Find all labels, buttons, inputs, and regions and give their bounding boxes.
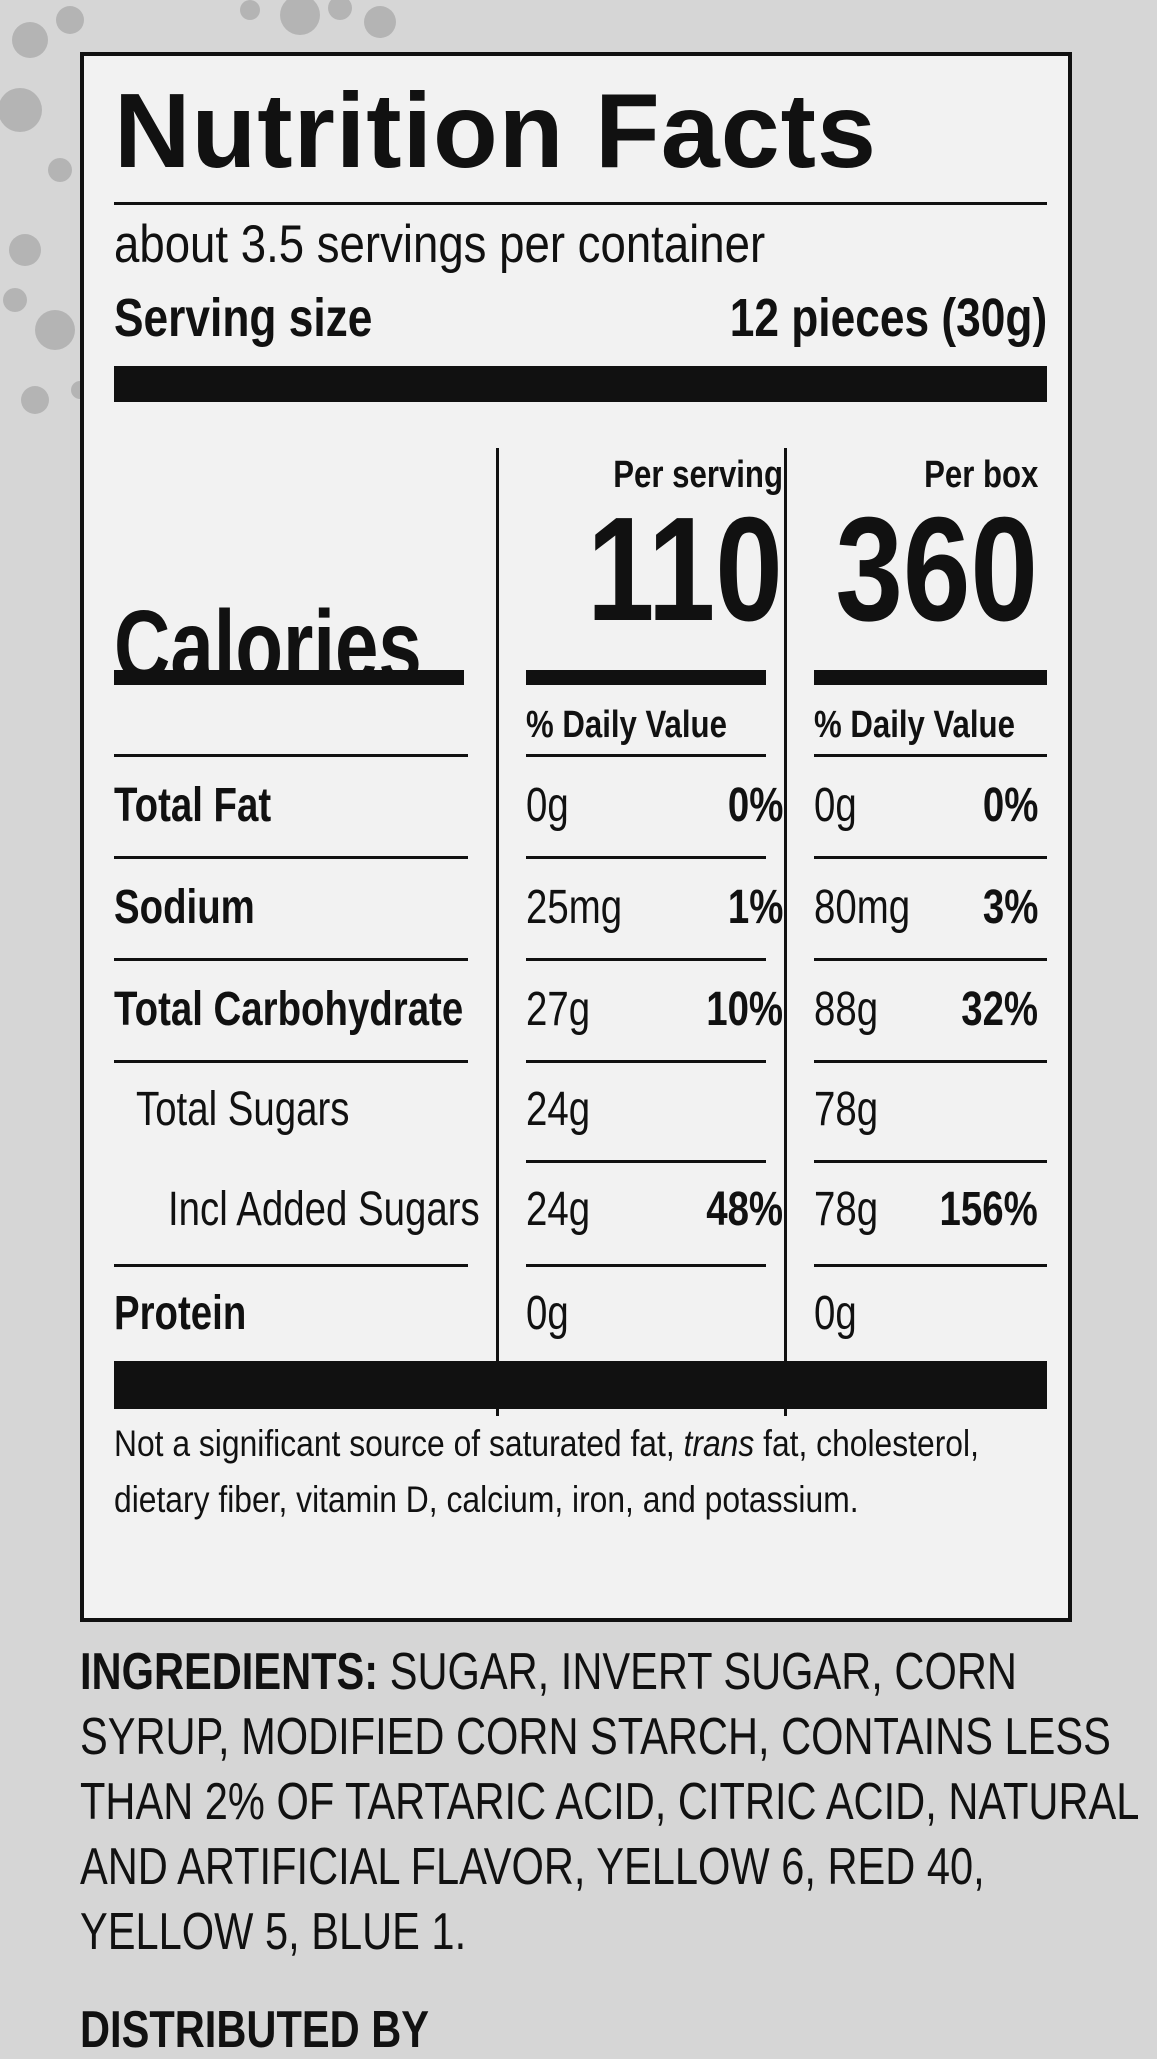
serving-divider-bar [114,366,1047,402]
nutrient-name: Sodium [114,881,255,934]
row-rule [814,856,1047,859]
nutrient-box-dv: 0% [982,779,1039,832]
row-rule [526,1264,766,1267]
row-rule [526,1060,766,1063]
nutrient-serving-amount: 0g [526,1287,569,1340]
nutrient-name: Protein [114,1287,247,1340]
row-rule [526,1160,766,1163]
nutrition-facts-panel: Nutrition Facts about 3.5 servings per c… [80,52,1072,1622]
title-rule [114,202,1047,205]
nutrient-serving-dv: 0% [727,779,784,832]
row-rule [526,856,766,859]
row-rule [114,958,468,961]
ingredients-text: SUGAR, INVERT SUGAR, CORN SYRUP, MODIFIE… [80,1643,1138,1961]
row-rule [526,754,766,757]
nutrient-serving-amount: 0g [526,779,569,832]
per-box-label: Per box [923,454,1038,496]
nutrient-serving-dv: 1% [727,881,784,934]
footnote-text: Not a significant source of saturated fa… [114,1423,684,1464]
nutrient-box-dv: 156% [939,1183,1038,1236]
nutrient-name: Total Fat [114,779,272,832]
row-rule [526,958,766,961]
row-rule [814,1264,1047,1267]
per-serving-label: Per serving [613,454,783,496]
distributed-by: DISTRIBUTED BY [80,2001,429,2059]
footnote-trans: trans [683,1423,755,1464]
row-rule [114,856,468,859]
row-rule [814,1060,1047,1063]
nutrient-serving-amount: 27g [526,983,591,1036]
row-rule [814,754,1047,757]
row-rule [814,958,1047,961]
ingredients-statement: INGREDIENTS: SUGAR, INVERT SUGAR, CORN S… [80,1640,1150,1965]
nutrient-box-amount: 0g [814,1287,857,1340]
row-rule [114,1264,468,1267]
nutrient-serving-amount: 25mg [526,881,623,934]
nutrient-name: Incl Added Sugars [168,1183,480,1236]
footnote-text-cont: fat, cholesterol, dietary fiber, vitamin… [114,1423,979,1520]
nutrient-name: Total Carbohydrate [114,983,464,1036]
row-rule [814,1160,1047,1163]
nutrient-box-dv: 32% [961,983,1038,1036]
nutrient-serving-dv: 10% [706,983,783,1036]
column-divider-serving [496,448,499,1416]
nutrient-box-amount: 78g [814,1083,879,1136]
footnote: Not a significant source of saturated fa… [114,1416,1049,1528]
row-rule [114,1060,468,1063]
nutrient-box-amount: 0g [814,779,857,832]
calories-per-serving: 110 [587,487,783,652]
nutrient-box-dv: 3% [982,881,1039,934]
nutrient-name: Total Sugars [136,1083,350,1136]
serving-size-label: Serving size [114,288,373,348]
nutrient-box-amount: 88g [814,983,879,1036]
nutrient-box-amount: 80mg [814,881,911,934]
box-calories-bar [814,670,1047,685]
serving-daily-value-header: % Daily Value [526,704,727,746]
ingredients-label: INGREDIENTS: [80,1643,379,1701]
nutrient-serving-amount: 24g [526,1083,591,1136]
serving-calories-bar [526,670,766,685]
nutrient-serving-amount: 24g [526,1183,591,1236]
column-divider-box [784,448,787,1416]
footnote-divider-bar [114,1361,1047,1409]
background-texture [0,0,396,414]
nutrient-box-amount: 78g [814,1183,879,1236]
row-rule [114,754,468,757]
box-daily-value-header: % Daily Value [814,704,1015,746]
calories-bar [114,670,464,685]
nutrition-facts-title: Nutrition Facts [114,72,877,190]
servings-per-container: about 3.5 servings per container [114,215,766,274]
nutrient-serving-dv: 48% [706,1183,783,1236]
serving-size-value: 12 pieces (30g) [729,288,1047,348]
calories-per-box: 360 [835,487,1038,652]
